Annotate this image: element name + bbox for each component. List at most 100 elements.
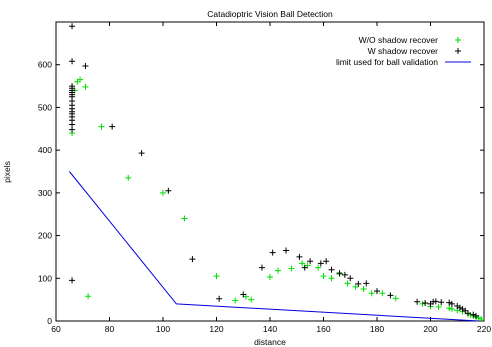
x-tick-label: 120: [209, 324, 223, 334]
data-point: [109, 123, 116, 130]
data-point: [82, 62, 89, 69]
data-point: [216, 295, 223, 302]
series-2: [69, 171, 479, 322]
x-tick-label: 140: [263, 324, 277, 334]
data-point: [368, 290, 375, 297]
data-point: [379, 290, 386, 297]
y-tick-label: 500: [38, 102, 52, 112]
data-point: [315, 264, 322, 271]
x-tick-label: 180: [370, 324, 384, 334]
y-tick-label: 600: [38, 60, 52, 70]
data-point: [82, 83, 89, 90]
data-point: [248, 296, 255, 303]
data-point: [352, 283, 359, 290]
chart-title: Catadioptric Vision Ball Detection: [207, 9, 333, 19]
x-tick-label: 200: [423, 324, 437, 334]
y-axis-label: pixels: [2, 161, 12, 183]
data-point: [320, 273, 327, 280]
data-point: [301, 264, 308, 271]
data-point: [472, 312, 479, 319]
x-tick-label: 160: [316, 324, 330, 334]
data-point: [387, 292, 394, 299]
y-tick-label: 300: [38, 188, 52, 198]
x-axis-label: distance: [254, 337, 286, 347]
data-point: [288, 265, 295, 272]
data-point: [328, 266, 335, 273]
data-point: [448, 306, 455, 313]
legend-label: W shadow recover: [368, 46, 439, 56]
y-tick-label: 200: [38, 231, 52, 241]
data-point: [422, 300, 429, 307]
data-point: [307, 258, 314, 265]
x-tick-label: 220: [477, 324, 491, 334]
data-point: [456, 304, 463, 311]
data-point: [478, 315, 485, 322]
data-point: [160, 189, 166, 196]
y-tick-label: 100: [38, 273, 52, 283]
data-point: [317, 260, 324, 267]
data-point: [344, 280, 351, 287]
series-1: [69, 23, 479, 319]
data-point: [181, 215, 188, 222]
data-point: [419, 300, 426, 307]
data-point: [462, 307, 469, 314]
y-axis: 0 100 200 300 400 500 600: [38, 60, 484, 326]
data-point: [374, 288, 380, 295]
data-point: [299, 260, 306, 267]
data-point: [267, 274, 273, 281]
data-point: [336, 270, 343, 277]
plot-marks: [69, 23, 485, 322]
data-point: [165, 187, 172, 194]
y-tick-label: 400: [38, 145, 52, 155]
data-point: [69, 23, 76, 30]
x-axis: 60 80 100 120 140 160 180 200 220: [51, 22, 491, 334]
legend-label: W/O shadow recover: [359, 35, 439, 45]
data-point: [138, 150, 145, 157]
data-point: [347, 275, 354, 282]
data-point: [323, 258, 330, 265]
x-tick-label: 100: [156, 324, 170, 334]
data-point: [446, 299, 453, 306]
limit-line: [69, 171, 479, 322]
data-point: [296, 253, 303, 260]
data-point: [446, 305, 453, 312]
data-point: [213, 273, 220, 280]
data-point: [328, 275, 335, 282]
data-point: [355, 280, 362, 287]
data-point: [341, 271, 348, 278]
data-point: [360, 285, 367, 292]
data-point: [98, 123, 105, 130]
data-point: [240, 291, 247, 298]
data-point: [438, 299, 445, 306]
legend-label: limit used for ball validation: [336, 57, 438, 67]
data-point: [69, 126, 76, 133]
data-point: [77, 76, 84, 83]
data-point: [69, 58, 76, 65]
legend-marker: [455, 37, 461, 43]
data-point: [232, 297, 239, 304]
y-tick-label: 0: [47, 316, 52, 326]
data-point: [414, 298, 421, 305]
data-point: [69, 277, 76, 284]
data-point: [448, 300, 455, 307]
data-point: [258, 264, 265, 271]
data-point: [363, 280, 370, 287]
data-point: [392, 295, 399, 302]
data-point: [85, 293, 92, 300]
legend-marker: [455, 48, 461, 54]
data-point: [464, 310, 471, 317]
data-point: [435, 303, 442, 310]
series-0: [69, 76, 485, 322]
data-point: [125, 174, 132, 181]
data-point: [269, 249, 276, 256]
data-point: [470, 311, 477, 318]
data-point: [283, 247, 290, 254]
data-point: [432, 298, 439, 305]
data-point: [189, 256, 196, 263]
x-tick-label: 60: [51, 324, 61, 334]
data-point: [275, 267, 282, 274]
data-point: [69, 121, 76, 128]
x-tick-label: 80: [105, 324, 115, 334]
